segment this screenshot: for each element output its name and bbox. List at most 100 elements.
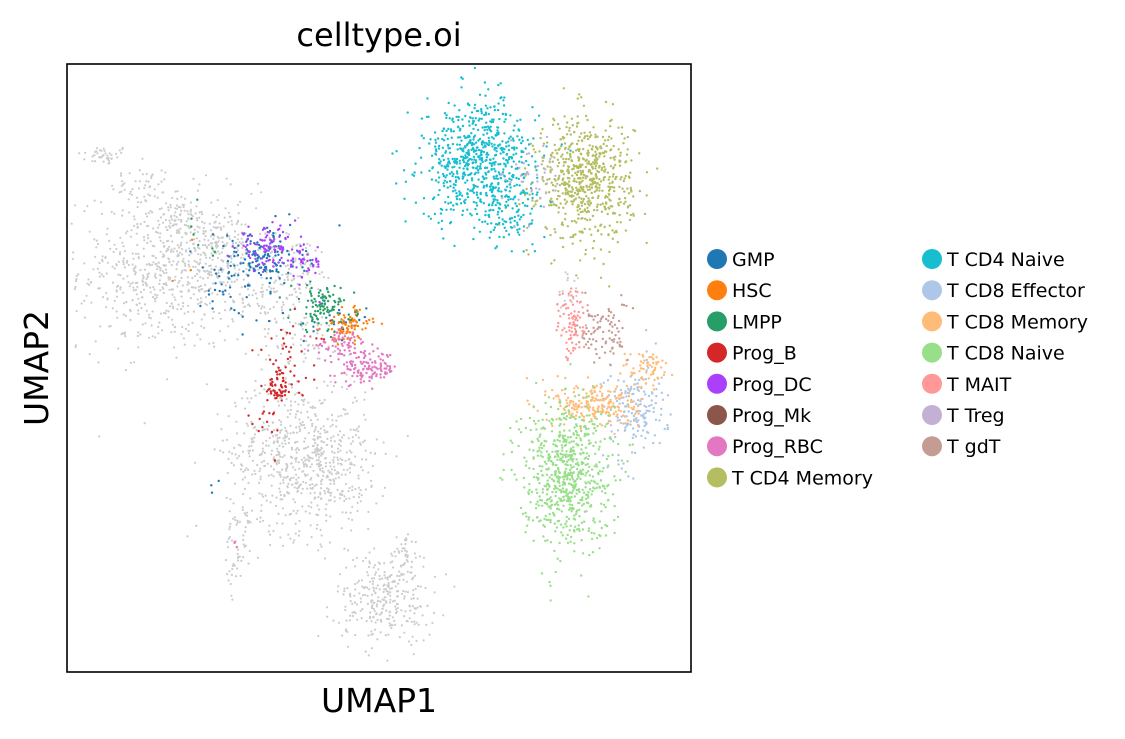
data-point [241, 397, 244, 400]
data-point [581, 179, 584, 182]
points-layer [70, 66, 674, 662]
data-point [559, 202, 562, 205]
data-point [121, 241, 124, 244]
data-point [269, 543, 272, 547]
data-point [328, 471, 331, 474]
data-point [489, 189, 492, 192]
data-point [259, 273, 263, 277]
data-point [360, 617, 363, 620]
data-point [410, 566, 413, 569]
data-point [225, 177, 228, 180]
data-point [189, 250, 192, 253]
data-point [323, 380, 326, 383]
data-point [543, 235, 546, 239]
data-point [388, 611, 391, 614]
data-point [337, 313, 340, 317]
data-point [278, 277, 281, 280]
data-point [218, 281, 221, 284]
data-point [132, 267, 135, 270]
data-point [96, 243, 100, 246]
data-point [638, 353, 641, 356]
data-point [317, 294, 320, 298]
data-point [276, 450, 279, 453]
data-point [339, 444, 342, 447]
data-point [440, 164, 443, 167]
data-point [388, 370, 392, 374]
data-point [419, 585, 422, 588]
data-point [578, 189, 582, 193]
data-point [193, 238, 196, 241]
data-point [648, 410, 651, 413]
data-point [364, 327, 367, 330]
data-point [191, 276, 194, 279]
data-point [349, 511, 352, 514]
data-point [235, 241, 238, 245]
data-point [594, 167, 597, 170]
data-point [115, 263, 118, 266]
data-point [290, 448, 294, 451]
data-point [642, 367, 645, 371]
data-point [261, 450, 264, 453]
data-point [151, 173, 154, 176]
data-point [522, 176, 526, 179]
data-point [327, 276, 330, 279]
data-point [605, 144, 608, 148]
data-point [394, 585, 397, 588]
data-point [196, 230, 199, 233]
data-point [634, 378, 637, 381]
data-point [473, 103, 477, 107]
data-point [566, 396, 570, 399]
data-point [487, 170, 490, 173]
data-point [318, 327, 321, 331]
data-point [452, 172, 455, 176]
data-point [503, 120, 506, 124]
data-point [395, 608, 398, 611]
data-point [607, 138, 610, 142]
data-point [279, 390, 282, 393]
data-point [606, 407, 609, 410]
data-point [175, 231, 178, 234]
data-point [515, 176, 518, 180]
data-point [373, 452, 377, 455]
data-point [640, 414, 643, 417]
data-point [269, 290, 272, 293]
data-point [561, 290, 564, 293]
data-point [152, 295, 155, 299]
data-point [315, 513, 318, 516]
data-point [107, 159, 111, 162]
data-point [596, 398, 600, 402]
data-point [129, 318, 132, 322]
data-point [115, 290, 118, 293]
data-point [262, 459, 266, 463]
data-point [510, 250, 513, 253]
data-point [281, 283, 284, 286]
data-point [571, 151, 575, 154]
data-point [296, 447, 299, 450]
data-point [461, 77, 464, 81]
data-point [297, 297, 301, 301]
data-point [286, 409, 290, 412]
data-point [446, 144, 450, 147]
data-point [351, 440, 354, 443]
data-point [346, 630, 349, 634]
data-point [576, 148, 580, 151]
data-point [449, 128, 453, 131]
data-point [203, 243, 207, 246]
data-point [343, 316, 347, 319]
data-point [615, 175, 618, 179]
data-point [340, 353, 344, 356]
data-point [218, 330, 222, 333]
data-point [209, 229, 213, 232]
data-point [347, 313, 350, 316]
data-point [466, 208, 469, 211]
data-point [502, 151, 505, 154]
data-point [479, 192, 482, 196]
data-point [195, 217, 198, 220]
data-point [453, 165, 456, 168]
data-point [391, 560, 394, 563]
data-point [599, 383, 602, 386]
data-point [329, 380, 332, 383]
data-point [496, 129, 499, 132]
data-point [609, 400, 613, 404]
data-point [265, 271, 268, 274]
